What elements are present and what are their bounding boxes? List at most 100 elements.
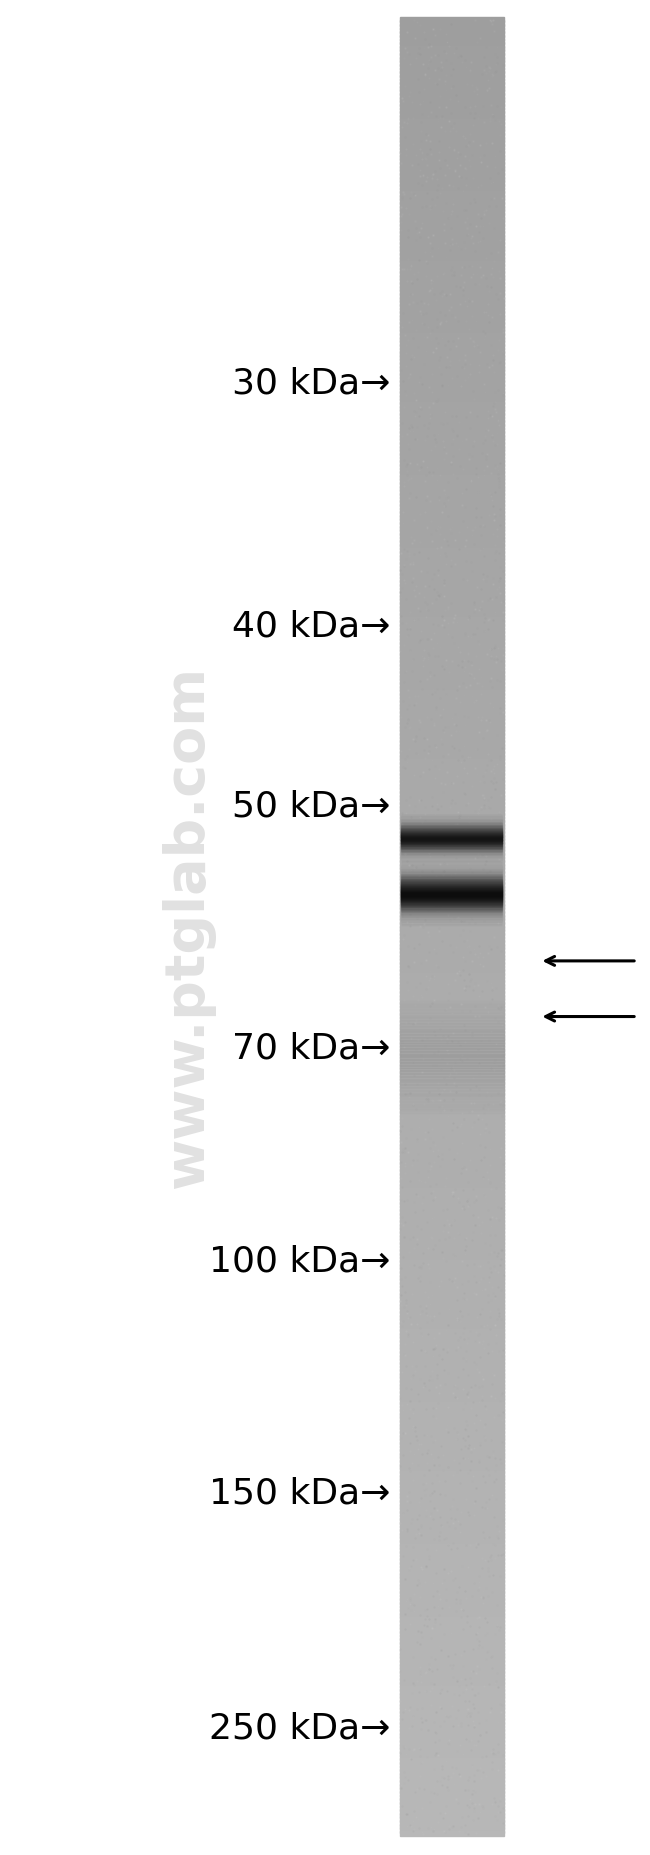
Bar: [400, 1467, 504, 1473]
Bar: [400, 1736, 504, 1742]
Bar: [400, 714, 504, 720]
Bar: [400, 1540, 504, 1545]
Bar: [400, 1063, 504, 1068]
Bar: [400, 89, 504, 95]
Bar: [400, 1104, 504, 1107]
Bar: [400, 315, 504, 321]
Bar: [400, 263, 504, 269]
Bar: [400, 623, 504, 629]
Bar: [400, 1141, 504, 1146]
Bar: [400, 1554, 504, 1560]
Bar: [400, 206, 504, 211]
Bar: [400, 1109, 504, 1113]
Bar: [400, 354, 504, 360]
Bar: [400, 326, 504, 332]
Bar: [400, 1334, 504, 1337]
Bar: [400, 154, 504, 160]
Bar: [400, 1323, 504, 1328]
Bar: [400, 1584, 504, 1590]
Bar: [400, 569, 504, 575]
Bar: [400, 1067, 504, 1072]
Bar: [400, 1017, 504, 1022]
Bar: [400, 1096, 504, 1102]
Bar: [400, 668, 504, 673]
Bar: [400, 1093, 504, 1098]
Bar: [400, 475, 504, 480]
Bar: [400, 562, 504, 568]
Bar: [400, 558, 504, 564]
Bar: [400, 260, 504, 265]
Bar: [400, 1816, 504, 1822]
Bar: [400, 58, 504, 63]
Bar: [400, 1460, 504, 1465]
Bar: [400, 896, 504, 902]
Bar: [400, 1809, 504, 1814]
Bar: [400, 1714, 504, 1720]
Bar: [400, 915, 504, 920]
Bar: [400, 1209, 504, 1215]
Bar: [400, 1388, 504, 1393]
Bar: [400, 1274, 504, 1280]
Bar: [400, 1710, 504, 1716]
Bar: [400, 1198, 504, 1204]
Bar: [400, 486, 504, 492]
Bar: [400, 1631, 504, 1636]
Bar: [400, 998, 504, 1004]
Bar: [400, 1183, 504, 1189]
Bar: [400, 994, 504, 1000]
Bar: [400, 275, 504, 280]
Bar: [400, 788, 504, 792]
Bar: [400, 249, 504, 254]
Bar: [400, 1039, 504, 1043]
Bar: [400, 1577, 504, 1582]
Bar: [400, 165, 504, 171]
Bar: [400, 1733, 504, 1738]
Bar: [400, 1009, 504, 1013]
Bar: [400, 1031, 504, 1037]
Bar: [400, 1790, 504, 1796]
Bar: [400, 1430, 504, 1436]
Bar: [400, 1256, 504, 1261]
Bar: [400, 1158, 504, 1163]
Bar: [400, 198, 504, 204]
Bar: [400, 369, 504, 375]
Bar: [400, 979, 504, 985]
Bar: [400, 1475, 504, 1480]
Bar: [400, 158, 504, 163]
Bar: [400, 1005, 504, 1009]
Bar: [400, 430, 504, 436]
Bar: [400, 1595, 504, 1601]
Bar: [400, 1517, 504, 1523]
Bar: [400, 707, 504, 712]
Bar: [400, 1195, 504, 1200]
Bar: [400, 1471, 504, 1477]
Bar: [400, 853, 504, 859]
Bar: [400, 417, 504, 423]
Bar: [400, 421, 504, 427]
Bar: [400, 1107, 504, 1113]
Bar: [400, 1289, 504, 1295]
Bar: [400, 1354, 504, 1360]
Bar: [400, 1755, 504, 1760]
Bar: [400, 972, 504, 978]
Bar: [400, 1686, 504, 1692]
Bar: [400, 781, 504, 787]
Bar: [400, 1300, 504, 1306]
Bar: [400, 1402, 504, 1408]
Bar: [400, 1013, 504, 1018]
Bar: [400, 694, 504, 699]
Bar: [400, 584, 504, 590]
Bar: [400, 881, 504, 887]
Bar: [400, 1493, 504, 1499]
Bar: [400, 1031, 504, 1035]
Bar: [400, 122, 504, 128]
Bar: [400, 885, 504, 890]
Bar: [400, 1441, 504, 1447]
Bar: [400, 195, 504, 200]
Bar: [400, 505, 504, 510]
Bar: [400, 1260, 504, 1265]
Bar: [400, 809, 504, 814]
Bar: [400, 425, 504, 429]
Bar: [400, 547, 504, 553]
Bar: [400, 467, 504, 473]
